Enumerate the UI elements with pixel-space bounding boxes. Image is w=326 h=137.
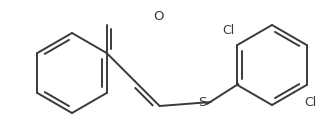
Text: O: O: [153, 10, 163, 23]
Text: Cl: Cl: [222, 24, 234, 36]
Text: S: S: [198, 96, 206, 109]
Text: Cl: Cl: [304, 96, 316, 109]
